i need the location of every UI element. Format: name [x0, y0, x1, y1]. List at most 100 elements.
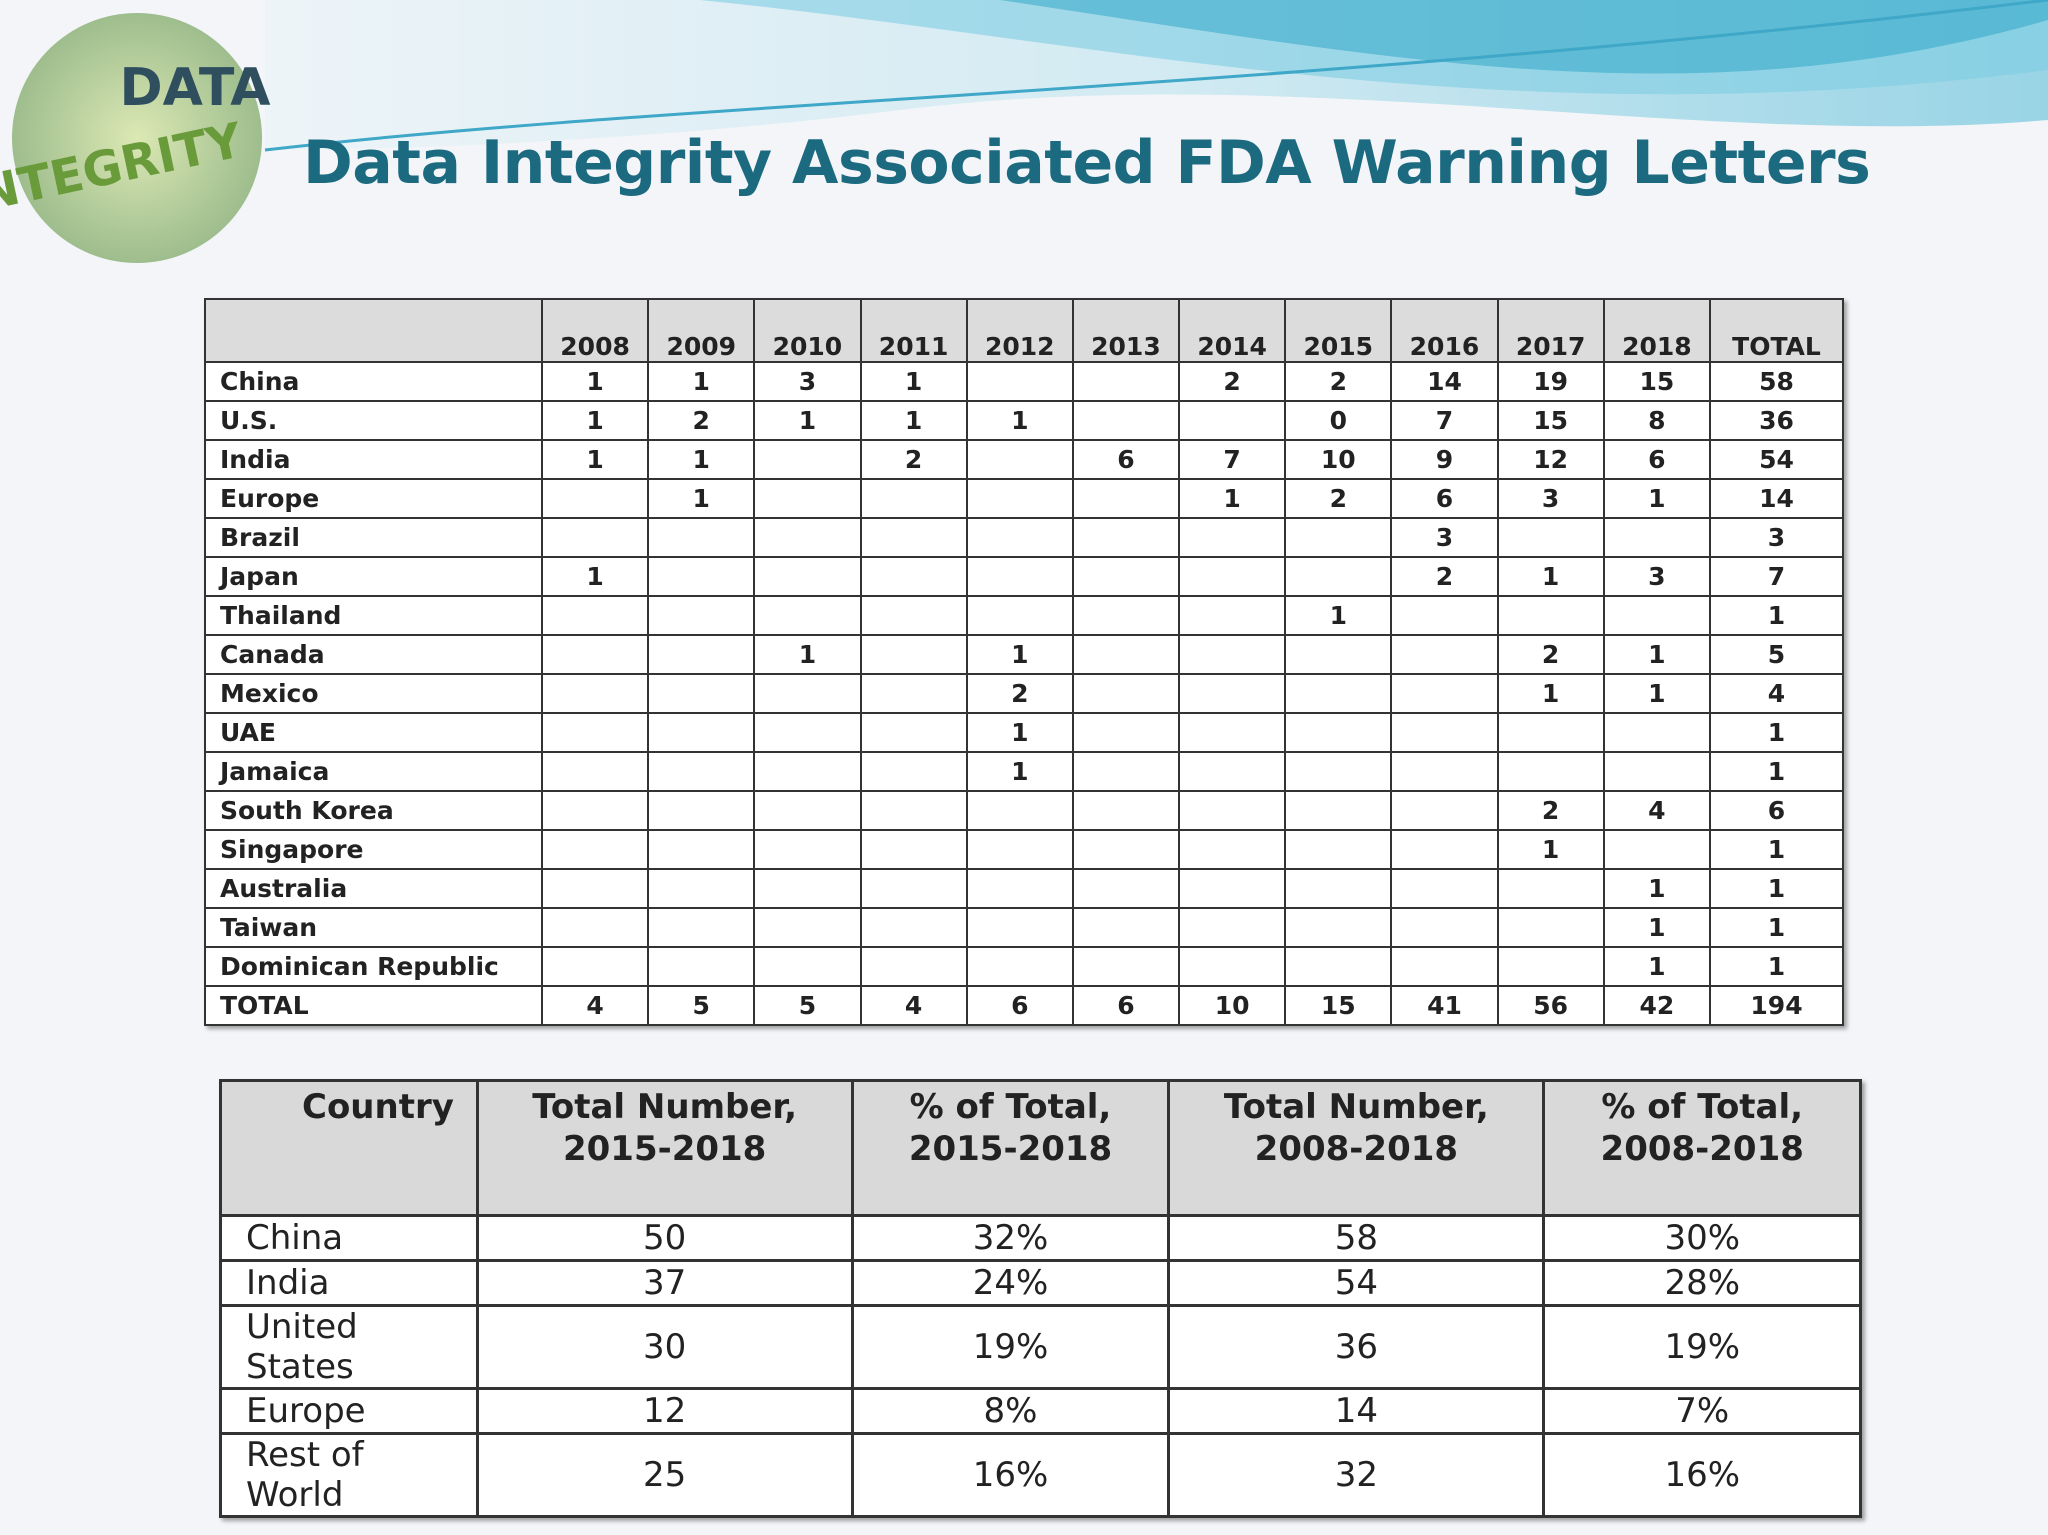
cell [1178, 868, 1287, 909]
cell [965, 790, 1074, 831]
row: India 37 24% 54 28% [219, 1259, 1862, 1307]
cell [540, 829, 650, 870]
cell [540, 712, 650, 753]
cell [1071, 517, 1181, 558]
row: Dominican Republic 1 1 [204, 946, 1844, 987]
cell [1496, 868, 1605, 909]
cell [540, 478, 650, 519]
header-cell: TOTAL [1709, 298, 1844, 363]
row-label: Taiwan [204, 907, 543, 948]
cell [753, 712, 862, 753]
cell [965, 946, 1074, 987]
cell [753, 907, 862, 948]
cell [1602, 751, 1712, 792]
cell [1496, 712, 1605, 753]
cell: 58 [1167, 1214, 1546, 1262]
cell: 56 [1496, 985, 1605, 1026]
cell: 3 [1602, 556, 1712, 597]
cell [1178, 907, 1287, 948]
swoosh [1000, 0, 2048, 74]
cell: 5 [647, 985, 756, 1026]
cell [647, 556, 756, 597]
cell: 1 [1602, 478, 1712, 519]
cell [1602, 595, 1712, 636]
cell [753, 556, 862, 597]
cell: 14 [1390, 361, 1499, 402]
cell: 1 [647, 478, 756, 519]
cell: 1 [859, 400, 968, 441]
header-cell: Country [219, 1079, 479, 1217]
cell [1071, 751, 1181, 792]
row: Canada 1 1 2 1 5 [204, 634, 1844, 675]
cell [1071, 556, 1181, 597]
cell [1178, 751, 1287, 792]
cell [540, 751, 650, 792]
cell: 6 [1071, 985, 1181, 1026]
header-cell [204, 298, 543, 363]
row: Mexico 2 1 1 4 [204, 673, 1844, 714]
cell [859, 595, 968, 636]
row: Taiwan 1 1 [204, 907, 1844, 948]
cell [540, 634, 650, 675]
cell: 1 [540, 400, 650, 441]
cell: 50 [475, 1214, 854, 1262]
row-label: South Korea [204, 790, 543, 831]
warning-letters-table: 2008 2009 2010 2011 2012 2013 2014 2015 2016 2017… [204, 298, 1844, 1026]
cell: 16% [850, 1432, 1171, 1518]
cell: 10 [1284, 439, 1393, 480]
cell [965, 556, 1074, 597]
row-label: Mexico [204, 673, 543, 714]
cell: 1 [1602, 634, 1712, 675]
row: Brazil 3 3 [204, 517, 1844, 558]
cell [1390, 595, 1499, 636]
cell [753, 829, 862, 870]
cell [1071, 400, 1181, 441]
row: Australia 1 1 [204, 868, 1844, 909]
cell [859, 751, 968, 792]
row: United States 30 19% 36 19% [219, 1304, 1862, 1390]
cell: 8% [850, 1387, 1171, 1435]
cell [1178, 556, 1287, 597]
header-row: Country Total Number, 2015-2018% of Total… [219, 1079, 1862, 1217]
cell [859, 673, 968, 714]
cell: 42 [1602, 985, 1712, 1026]
cell [647, 712, 756, 753]
header-cell: 2016 [1390, 298, 1499, 363]
cell [1390, 712, 1499, 753]
row: South Korea 2 4 6 [204, 790, 1844, 831]
cell: 9 [1390, 439, 1499, 480]
logo [12, 13, 262, 263]
header-cell: 2010 [753, 298, 862, 363]
cell: 4 [540, 985, 650, 1026]
row: Jamaica 1 1 [204, 751, 1844, 792]
cell: 30% [1542, 1214, 1862, 1262]
cell: 2 [1178, 361, 1287, 402]
cell [1602, 712, 1712, 753]
cell [1496, 517, 1605, 558]
row-label: Thailand [204, 595, 543, 636]
cell: 10 [1178, 985, 1287, 1026]
cell: 1 [1709, 712, 1844, 753]
cell [859, 790, 968, 831]
header-cell: 2012 [965, 298, 1074, 363]
cell: 1 [1709, 907, 1844, 948]
cell [647, 907, 756, 948]
cell: 19% [1542, 1304, 1862, 1390]
cell: 1 [1709, 946, 1844, 987]
summary-table: Country Total Number, 2015-2018% of Total… [219, 1079, 1862, 1518]
cell [753, 478, 862, 519]
row-label: Japan [204, 556, 543, 597]
row: Rest of World 25 16% 32 16% [219, 1432, 1862, 1518]
row-label: China [204, 361, 543, 402]
title: Data Integrity Associated FDA Warning Le… [303, 128, 1871, 198]
cell: 12 [475, 1387, 854, 1435]
cell [753, 751, 862, 792]
cell [965, 829, 1074, 870]
row-label: Singapore [204, 829, 543, 870]
header-row: 2008 2009 2010 2011 2012 2013 2014 2015 2016 2017… [204, 298, 1844, 363]
cell [1284, 946, 1393, 987]
cell [540, 595, 650, 636]
cell: 7% [1542, 1387, 1862, 1435]
